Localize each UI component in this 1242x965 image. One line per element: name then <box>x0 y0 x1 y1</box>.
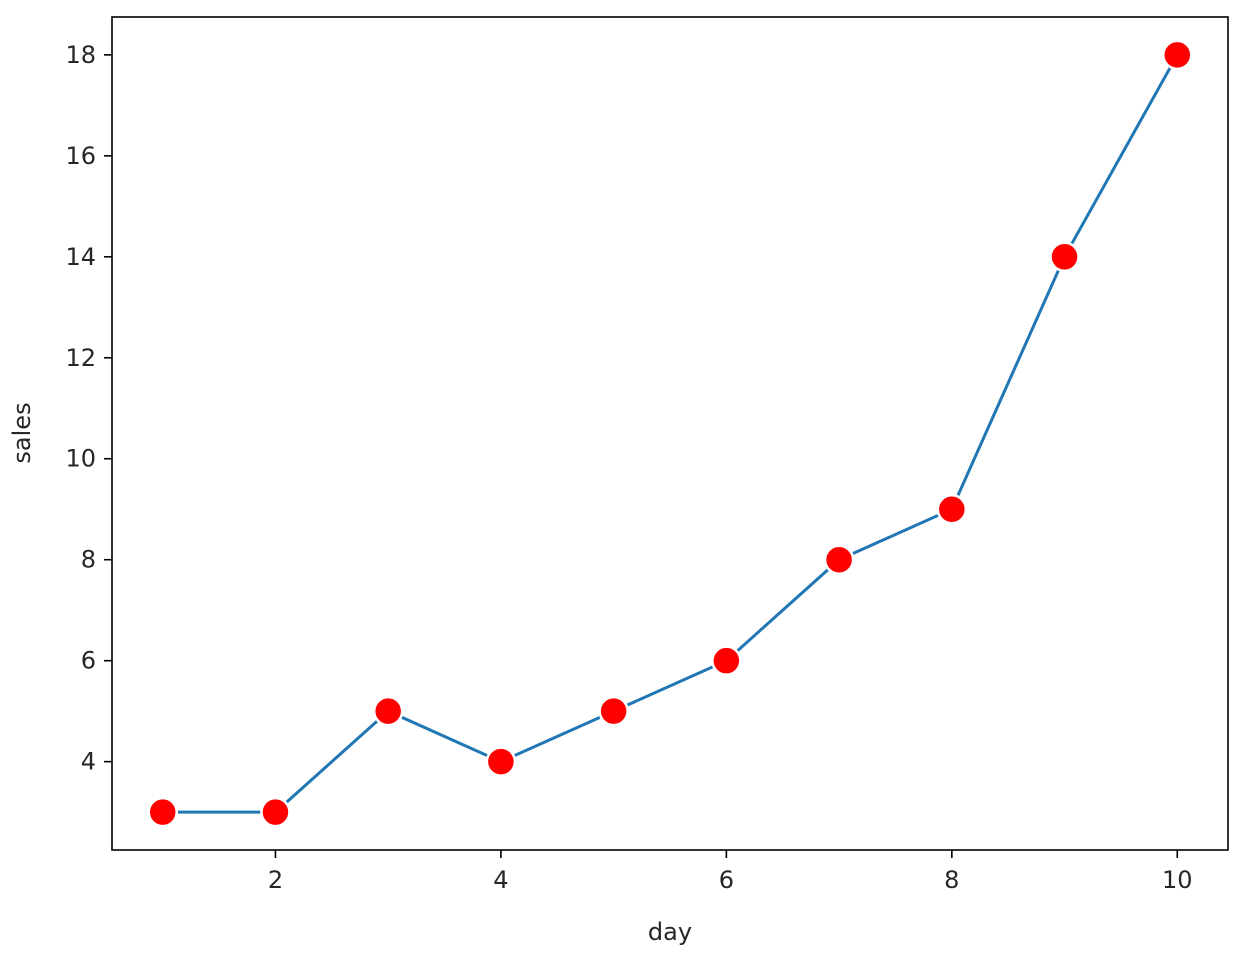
data-point <box>936 493 968 525</box>
y-tick-label: 16 <box>65 142 96 170</box>
data-point <box>372 695 404 727</box>
x-axis-ticks: 2 4 6 8 10 <box>268 850 1193 894</box>
plot-frame <box>111 16 1229 851</box>
x-tick-label: 6 <box>719 866 734 894</box>
y-axis-ticks: 4 6 8 10 12 14 16 18 <box>65 41 112 776</box>
plot-area <box>112 17 1228 850</box>
x-axis-label: day <box>648 918 692 946</box>
x-tick-label: 8 <box>944 866 959 894</box>
data-point <box>598 695 629 727</box>
x-tick-label: 2 <box>268 866 283 894</box>
x-tick-label: 4 <box>493 866 508 894</box>
y-tick-label: 18 <box>65 41 96 69</box>
y-tick-label: 8 <box>81 546 96 574</box>
series-markers <box>147 39 1193 828</box>
y-tick-label: 12 <box>65 344 96 372</box>
data-point <box>485 746 517 777</box>
y-tick-label: 14 <box>65 243 96 271</box>
data-point <box>823 544 855 575</box>
data-point <box>1162 39 1193 71</box>
y-tick-label: 4 <box>81 748 96 776</box>
x-tick-label: 10 <box>1162 866 1193 894</box>
y-axis-label: sales <box>8 402 36 463</box>
series-line <box>162 54 1179 814</box>
data-point <box>260 796 291 828</box>
data-point <box>711 645 742 676</box>
y-tick-label: 10 <box>65 445 96 473</box>
data-point <box>147 796 178 828</box>
y-tick-label: 6 <box>81 647 96 675</box>
data-point <box>1049 241 1080 273</box>
